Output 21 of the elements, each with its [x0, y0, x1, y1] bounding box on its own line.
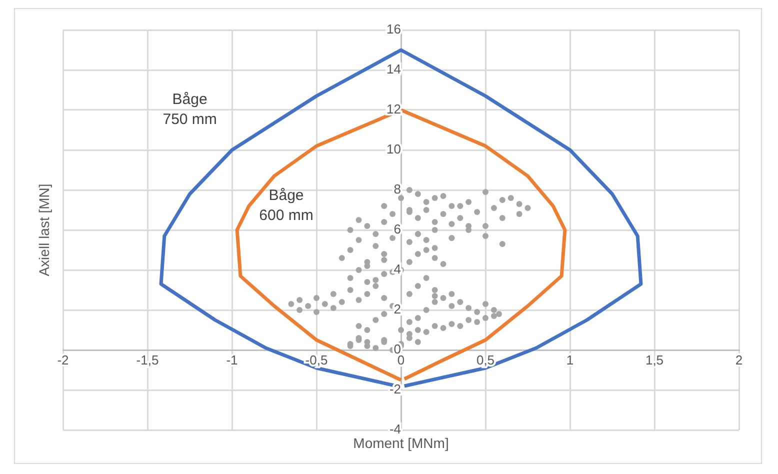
x-tick-label: -0,5 — [305, 352, 328, 368]
x-axis-title: Moment [MNm] — [353, 434, 449, 451]
x-tick-label: 0,5 — [476, 352, 495, 368]
y-tick-label: 6 — [394, 222, 401, 237]
x-tick-label: 2 — [735, 352, 743, 368]
x-tick-label: -1,5 — [136, 352, 159, 368]
x-tick-label: -2 — [57, 352, 69, 368]
x-tick-label: 1,5 — [645, 352, 664, 368]
x-tick-label: -1 — [226, 352, 238, 368]
series-label: Båge 600 mm — [259, 187, 314, 224]
y-tick-label: 8 — [394, 182, 401, 197]
y-tick-label: 4 — [394, 262, 401, 277]
y-tick-label: 2 — [394, 302, 401, 317]
y-tick-label: 16 — [386, 22, 401, 37]
y-tick-label: 14 — [386, 62, 401, 77]
y-tick-label: -4 — [389, 422, 401, 437]
y-axis-title: Axiell last [MN] — [36, 184, 52, 276]
y-tick-label: 10 — [386, 142, 401, 157]
y-tick-label: 0 — [394, 342, 401, 357]
x-tick-label: 1 — [566, 352, 574, 368]
series-label: Båge 750 mm — [162, 91, 217, 128]
